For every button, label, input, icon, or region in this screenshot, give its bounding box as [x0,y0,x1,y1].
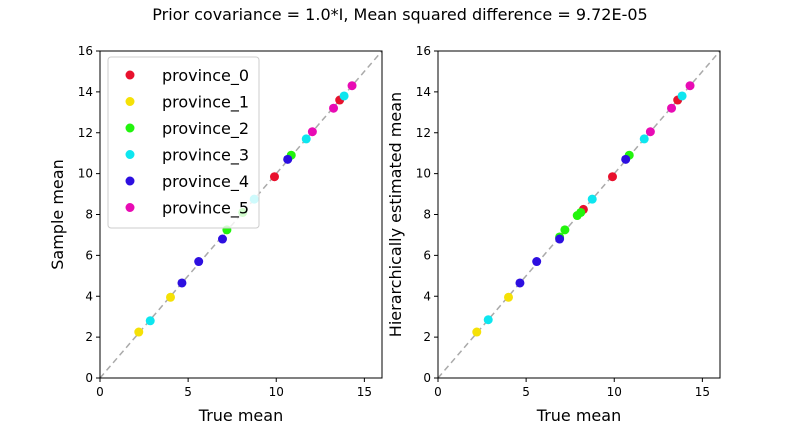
data-point-province_4 [177,278,187,288]
data-point-province_0 [269,172,279,182]
data-point-province_3 [677,91,687,101]
data-point-province_1 [134,327,144,337]
data-point-province_1 [166,292,175,302]
legend: province_0 province_1 province_2 province_3… [107,56,260,229]
legend-label-province_3: province_3 [162,146,249,166]
data-point-province_4 [621,154,631,164]
y-axis-label: Hierarchically estimated mean [386,92,405,337]
chart-panel-2: 0 5 10 15 0 2 4 6 8 10 12 14 16 True mean Hierarchical… [386,44,721,425]
x-tick-label: 0 [434,385,442,399]
data-point-province_5 [667,103,677,113]
y-tick-label: 4 [85,289,93,303]
legend-marker-province_4 [125,176,135,186]
legend-marker-province_3 [125,150,135,159]
data-point-province_0 [607,172,617,182]
y-tick-label: 10 [416,167,431,181]
legend-label-province_4: province_4 [162,172,249,192]
x-tick-label: 10 [269,385,284,399]
y-tick-label: 16 [416,44,431,58]
data-point-province_2 [576,207,586,217]
y-tick-label: 12 [78,126,93,140]
legend-label-province_1: province_1 [162,93,249,113]
data-point-province_5 [685,81,695,91]
y-tick-label: 14 [78,85,93,99]
legend-label-province_2: province_2 [162,119,249,139]
data-point-province_5 [645,127,655,137]
y-tick-label: 0 [423,371,431,385]
legend-label-province_5: province_5 [162,199,249,219]
legend-marker-province_5 [125,203,135,212]
y-tick-label: 6 [85,248,93,262]
chart-panel-1: 0 5 10 15 0 2 4 6 8 10 12 14 16 True mean Sample mean p… [48,44,383,425]
x-axis-label: True mean [536,406,621,425]
y-tick-label: 6 [423,248,431,262]
data-point-province_3 [587,194,597,204]
data-point-province_4 [283,154,293,164]
y-tick-label: 8 [85,208,93,222]
y-tick-label: 12 [416,126,431,140]
y-axis-label: Sample mean [48,159,67,269]
x-tick-label: 0 [96,385,104,399]
data-point-province_3 [339,91,349,101]
data-point-province_4 [217,234,227,244]
data-point-province_3 [145,316,155,326]
y-tick-label: 8 [423,208,431,222]
data-point-province_4 [194,257,204,267]
legend-marker-province_1 [125,97,135,106]
data-point-province_3 [301,134,311,144]
legend-marker-province_0 [125,70,135,80]
x-tick-label: 15 [357,385,372,399]
x-tick-label: 10 [607,385,622,399]
y-tick-label: 14 [416,85,431,99]
y-tick-label: 16 [78,44,93,58]
y-tick-label: 10 [78,167,93,181]
y-tick-label: 2 [85,330,93,344]
data-point-province_3 [483,315,493,325]
legend-label-province_0: province_0 [162,66,249,86]
x-tick-label: 5 [184,385,192,399]
x-tick-label: 15 [695,385,710,399]
x-axis-label: True mean [198,406,283,425]
legend-marker-province_2 [125,123,135,133]
data-point-province_3 [639,134,649,144]
data-point-province_4 [515,278,525,288]
y-tick-label: 2 [423,330,431,344]
data-point-province_1 [472,327,482,337]
legend-box [107,56,260,229]
data-point-province_5 [307,127,317,137]
data-point-province_4 [532,257,542,267]
y-tick-label: 0 [85,371,93,385]
data-point-province_5 [329,103,339,113]
x-tick-label: 5 [522,385,530,399]
data-point-province_1 [504,292,513,302]
y-tick-label: 4 [423,289,431,303]
data-point-province_4 [555,234,565,244]
data-point-province_5 [347,81,357,91]
data-point-province_2 [560,225,570,235]
figure-title: Prior covariance = 1.0*I, Mean squared d… [152,5,648,24]
